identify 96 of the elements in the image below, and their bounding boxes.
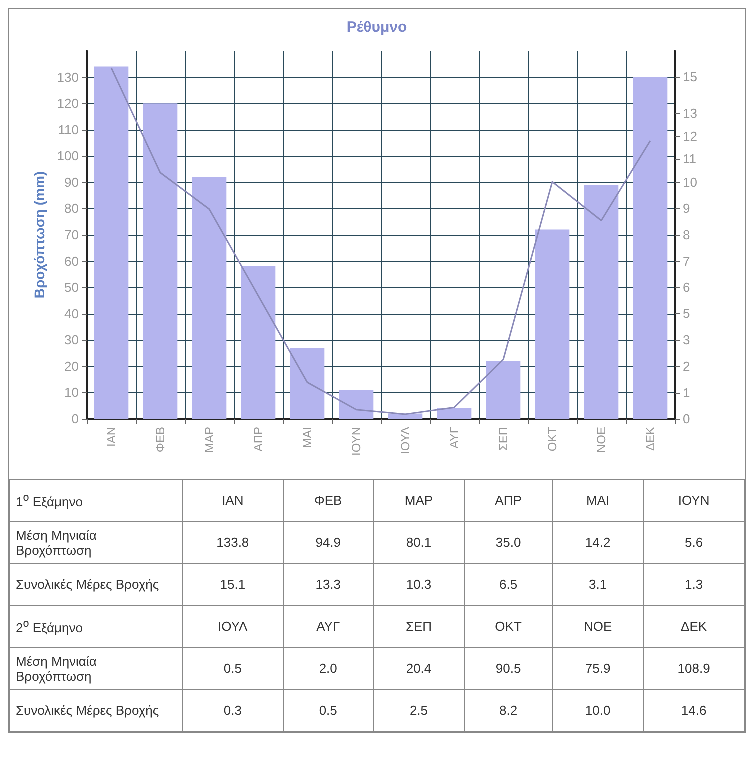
y2-tick-label: 2 bbox=[683, 358, 690, 374]
x-tick-label: ΟΚΤ bbox=[546, 426, 560, 452]
text: 2.0 bbox=[283, 648, 374, 690]
text: 2.5 bbox=[373, 690, 465, 732]
x-tick-label: ΙΑΝ bbox=[104, 427, 118, 448]
text: 3.1 bbox=[552, 564, 644, 606]
bar bbox=[339, 390, 374, 419]
text: Μέση Μηνιαία Βροχόπτωση bbox=[10, 648, 182, 690]
y-tick-label: 120 bbox=[57, 96, 79, 112]
y-tick-label: 110 bbox=[58, 122, 79, 138]
bar bbox=[486, 361, 521, 419]
chart-title: Ρέθυμνο bbox=[346, 19, 408, 36]
y2-tick-label: 11 bbox=[683, 152, 696, 167]
text: ΑΥΓ bbox=[283, 606, 374, 648]
y2-tick-label: 12 bbox=[683, 128, 698, 144]
text: 14.2 bbox=[552, 522, 644, 564]
x-tick-label: ΑΥΓ bbox=[448, 426, 462, 449]
y2-tick-label: 9 bbox=[683, 201, 690, 216]
text: 80.1 bbox=[373, 522, 465, 564]
y-tick-label: 90 bbox=[64, 174, 79, 190]
y-tick-label: 80 bbox=[64, 201, 79, 216]
text: 14.6 bbox=[644, 690, 744, 732]
text: 94.9 bbox=[283, 522, 374, 564]
y-tick-label: 20 bbox=[64, 358, 79, 374]
text: ΦΕΒ bbox=[283, 480, 374, 522]
y-tick-label: 30 bbox=[64, 332, 79, 348]
text: 15.1 bbox=[182, 564, 284, 606]
text: ΔΕΚ bbox=[644, 606, 744, 648]
text: 20.4 bbox=[373, 648, 465, 690]
text: 2$^{o}$ Εξάμηνο bbox=[10, 606, 182, 648]
x-tick-label: ΔΕΚ bbox=[644, 427, 658, 452]
text: 0.5 bbox=[283, 690, 374, 732]
y2-tick-label: 7 bbox=[683, 254, 690, 269]
text: 8.2 bbox=[464, 690, 553, 732]
bar bbox=[94, 66, 129, 419]
y-tick-label: 0 bbox=[72, 412, 79, 426]
bar bbox=[290, 348, 325, 419]
y2-tick-label: 6 bbox=[683, 280, 690, 296]
y2-tick-label: 3 bbox=[683, 332, 690, 348]
text: 1$^{o}$ Εξάμηνο bbox=[10, 480, 182, 522]
text: ΙΟΥΛ bbox=[182, 606, 284, 648]
bar bbox=[437, 408, 472, 419]
y-tick-label: 10 bbox=[64, 385, 79, 400]
x-tick-label: ΜΑΙ bbox=[300, 427, 314, 448]
text: Μέση Μηνιαία Βροχόπτωση bbox=[10, 522, 182, 564]
text: ΣΕΠ bbox=[373, 606, 465, 648]
text: 10.0 bbox=[552, 690, 644, 732]
text: 6.5 bbox=[464, 564, 553, 606]
bar bbox=[535, 230, 570, 419]
y2-tick-label: 0 bbox=[683, 412, 690, 426]
x-tick-label: ΦΕΒ bbox=[154, 427, 168, 453]
text: ΑΠΡ bbox=[464, 480, 553, 522]
text: ΝΟΕ bbox=[552, 606, 644, 648]
text: 0.3 bbox=[182, 690, 284, 732]
text: 133.8 bbox=[182, 522, 284, 564]
text: 35.0 bbox=[464, 522, 553, 564]
y-tick-label: 130 bbox=[57, 70, 79, 85]
y-tick-label: 50 bbox=[64, 280, 79, 296]
text: 5.6 bbox=[644, 522, 744, 564]
bar bbox=[192, 177, 227, 419]
y-tick-label: 60 bbox=[64, 254, 79, 269]
text: 75.9 bbox=[552, 648, 644, 690]
y2-tick-label: 13 bbox=[683, 106, 698, 122]
text: ΙΑΝ bbox=[182, 480, 284, 522]
y2-tick-label: 8 bbox=[683, 227, 690, 242]
text: 1.3 bbox=[644, 564, 744, 606]
y-tick-label: 70 bbox=[64, 228, 79, 242]
x-tick-label: ΙΟΥΛ bbox=[398, 427, 412, 454]
text: 108.9 bbox=[644, 648, 744, 690]
y-tick-label: 40 bbox=[64, 306, 79, 322]
text: 13.3 bbox=[283, 564, 374, 606]
text: ΜΑΡ bbox=[373, 480, 465, 522]
y-axis-title: Βροχόπτωση (mm) bbox=[31, 171, 48, 299]
x-tick-label: ΑΠΡ bbox=[252, 427, 266, 452]
x-tick-label: ΙΟΥΝ bbox=[350, 427, 364, 456]
bar bbox=[633, 77, 668, 419]
bar bbox=[143, 104, 178, 419]
x-tick-label: ΝΟΕ bbox=[594, 427, 608, 454]
y2-tick-label: 5 bbox=[683, 306, 690, 322]
text: ΟΚΤ bbox=[464, 606, 553, 648]
bar bbox=[241, 266, 276, 419]
text: 90.5 bbox=[464, 648, 553, 690]
text: Συνολικές Μέρες Βροχής bbox=[10, 690, 182, 732]
bar bbox=[584, 185, 619, 419]
y2-tick-label: 10 bbox=[683, 174, 698, 190]
y2-tick-label: 15 bbox=[683, 70, 698, 85]
text: ΙΟΥΝ bbox=[644, 480, 744, 522]
y2-tick-label: 1 bbox=[683, 385, 690, 400]
y-tick-label: 100 bbox=[57, 148, 79, 164]
x-tick-label: ΣΕΠ bbox=[496, 427, 510, 452]
text: 10.3 bbox=[373, 564, 465, 606]
text: Συνολικές Μέρες Βροχής bbox=[10, 564, 182, 606]
x-tick-label: ΜΑΡ bbox=[202, 427, 216, 454]
text: ΜΑΙ bbox=[552, 480, 644, 522]
line-series bbox=[110, 67, 652, 416]
text: 0.5 bbox=[182, 648, 284, 690]
